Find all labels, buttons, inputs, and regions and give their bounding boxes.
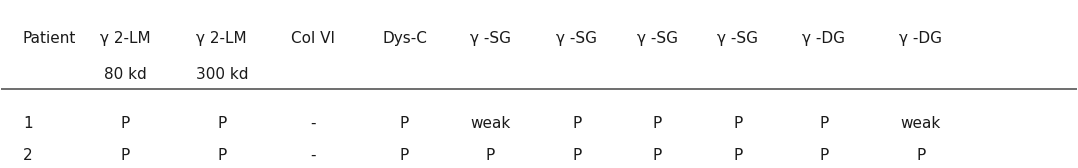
Text: Dys-C: Dys-C (383, 31, 427, 46)
Text: P: P (121, 116, 129, 131)
Text: P: P (916, 148, 925, 163)
Text: γ -SG: γ -SG (637, 31, 678, 46)
Text: P: P (486, 148, 495, 163)
Text: P: P (572, 116, 581, 131)
Text: γ -SG: γ -SG (718, 31, 759, 46)
Text: -: - (310, 148, 316, 163)
Text: P: P (217, 148, 226, 163)
Text: γ 2-LM: γ 2-LM (100, 31, 150, 46)
Text: γ -SG: γ -SG (556, 31, 597, 46)
Text: 1: 1 (23, 116, 32, 131)
Text: P: P (652, 148, 662, 163)
Text: -: - (310, 116, 316, 131)
Text: γ 2-LM: γ 2-LM (196, 31, 247, 46)
Text: γ -DG: γ -DG (899, 31, 942, 46)
Text: P: P (652, 116, 662, 131)
Text: weak: weak (900, 116, 941, 131)
Text: 2: 2 (23, 148, 32, 163)
Text: Col VI: Col VI (291, 31, 335, 46)
Text: P: P (819, 148, 829, 163)
Text: Patient: Patient (23, 31, 77, 46)
Text: 300 kd: 300 kd (195, 67, 248, 82)
Text: P: P (572, 148, 581, 163)
Text: P: P (217, 116, 226, 131)
Text: 80 kd: 80 kd (103, 67, 147, 82)
Text: weak: weak (470, 116, 511, 131)
Text: γ -SG: γ -SG (470, 31, 511, 46)
Text: P: P (733, 116, 743, 131)
Text: P: P (819, 116, 829, 131)
Text: P: P (400, 116, 410, 131)
Text: P: P (733, 148, 743, 163)
Text: P: P (400, 148, 410, 163)
Text: P: P (121, 148, 129, 163)
Text: γ -DG: γ -DG (802, 31, 845, 46)
